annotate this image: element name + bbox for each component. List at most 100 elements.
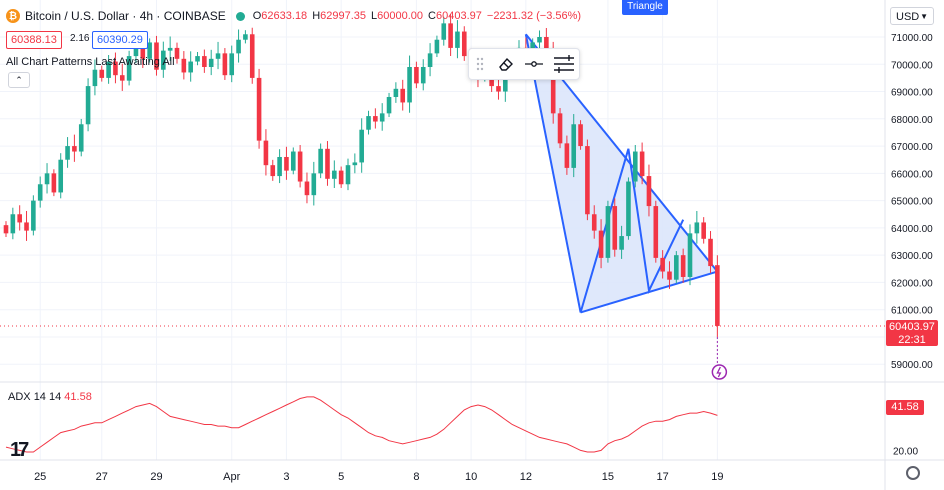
candle-body[interactable] [639,151,645,177]
candle-body[interactable] [619,236,624,250]
candle-body[interactable] [78,124,84,152]
candle-body[interactable] [202,56,207,67]
candle-body[interactable] [188,61,193,73]
candle-body[interactable] [290,151,296,171]
candle-body[interactable] [338,170,344,185]
candle-body[interactable] [24,222,29,231]
candle-body[interactable] [414,66,419,84]
candle-body[interactable] [694,222,700,234]
candle-body[interactable] [653,206,659,258]
line-style-icon[interactable] [521,49,547,79]
candle-body[interactable] [715,265,720,326]
candle-body[interactable] [427,53,433,67]
candle-body[interactable] [325,148,330,179]
candle-body[interactable] [243,34,248,40]
candle-body[interactable] [140,47,146,59]
candle-body[interactable] [208,58,214,67]
candle-body[interactable] [448,23,453,48]
candle-body[interactable] [147,42,152,59]
candle-body[interactable] [229,53,235,76]
candle-body[interactable] [407,66,412,103]
candle-body[interactable] [626,181,631,237]
adx-line[interactable] [5,396,718,453]
candle-body[interactable] [133,47,139,57]
candle-body[interactable] [434,39,440,54]
candle-body[interactable] [85,86,91,125]
eraser-icon[interactable] [493,49,519,79]
tradingview-logo-icon[interactable]: 17 [10,439,29,461]
candle-body[interactable] [58,159,64,193]
candle-body[interactable] [564,143,570,168]
candle-body[interactable] [161,50,166,70]
candle-body[interactable] [332,170,337,179]
adx-legend[interactable]: ADX 14 14 41.58 [8,391,92,403]
candle-body[interactable] [585,146,590,215]
candle-body[interactable] [3,225,9,234]
candle-body[interactable] [92,69,98,87]
candle-body[interactable] [297,151,303,182]
candle-body[interactable] [195,56,200,62]
candle-body[interactable] [270,165,276,177]
candle-body[interactable] [181,58,187,73]
candle-body[interactable] [65,146,70,160]
candle-body[interactable] [537,37,542,43]
candle-body[interactable] [44,173,50,185]
candle-body[interactable] [400,88,406,103]
candle-body[interactable] [222,53,228,76]
candle-body[interactable] [530,42,535,51]
candle-body[interactable] [352,162,358,166]
candle-body[interactable] [461,31,467,57]
candle-body[interactable] [578,124,583,147]
candle-body[interactable] [106,61,111,78]
candle-body[interactable] [420,66,426,84]
symbol-legend[interactable]: ₿ Bitcoin / U.S. Dollar · 4h · COINBASE … [6,7,586,25]
candle-body[interactable] [386,96,392,114]
candle-body[interactable] [277,156,282,177]
candle-body[interactable] [612,206,618,250]
candle-body[interactable] [441,23,447,40]
candle-body[interactable] [154,42,159,70]
buy-price-button[interactable]: 60390.29 [92,31,148,49]
candle-body[interactable] [215,53,221,59]
candle-body[interactable] [571,124,577,168]
candle-body[interactable] [72,146,77,152]
candle-body[interactable] [31,200,36,231]
candle-body[interactable] [167,47,173,51]
currency-selector[interactable]: USD ▼ [890,7,934,25]
drag-handle-icon[interactable] [473,49,487,79]
candle-body[interactable] [99,69,105,78]
candle-body[interactable] [345,165,351,185]
candle-body[interactable] [256,77,262,141]
candle-body[interactable] [119,75,125,81]
candle-body[interactable] [51,173,57,193]
candle-body[interactable] [37,184,43,201]
candle-body[interactable] [687,233,693,277]
candle-body[interactable] [113,61,118,76]
candle-body[interactable] [373,116,378,122]
candle-body[interactable] [605,206,611,258]
candle-body[interactable] [550,53,556,114]
candle-body[interactable] [249,34,255,78]
candle-body[interactable] [263,140,269,166]
candle-body[interactable] [359,129,364,163]
chevron-up-icon[interactable]: ⌃ [8,72,30,88]
candle-body[interactable] [455,31,460,48]
candle-body[interactable] [708,238,713,267]
pattern-label[interactable]: Triangle [622,0,668,15]
candle-body[interactable] [701,222,706,239]
candle-body[interactable] [393,88,399,97]
candle-body[interactable] [544,37,549,54]
candle-body[interactable] [591,214,597,231]
candle-body[interactable] [379,113,385,122]
candle-body[interactable] [646,176,652,207]
candle-body[interactable] [236,39,241,54]
candle-body[interactable] [304,181,310,196]
candle-body[interactable] [10,214,16,234]
candle-body[interactable] [503,72,508,92]
flash-alert-icon[interactable] [711,364,728,380]
candle-body[interactable] [126,56,132,81]
candle-body[interactable] [311,173,317,196]
gear-icon[interactable] [906,466,920,480]
candle-body[interactable] [557,113,563,144]
indicator-label[interactable]: All Chart Patterns Last Awaiting All [6,56,175,68]
